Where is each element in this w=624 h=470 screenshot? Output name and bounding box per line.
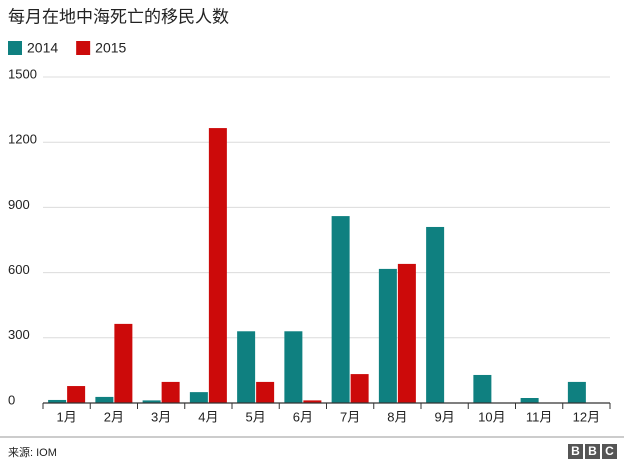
y-tick-label: 300	[8, 327, 30, 342]
source: 来源: IOM	[8, 445, 57, 459]
y-tick-label: 1200	[8, 132, 37, 147]
logo-letter: C	[605, 444, 614, 458]
bar	[161, 381, 180, 403]
x-tick-label: 10月	[478, 409, 505, 424]
x-tick-label: 3月	[151, 409, 171, 424]
legend-label: 2014	[27, 40, 58, 56]
bar	[67, 386, 86, 403]
bar	[142, 400, 161, 403]
bar	[520, 398, 539, 403]
chart-title: 每月在地中海死亡的移民人数	[8, 7, 229, 26]
bar	[237, 331, 256, 403]
bar	[350, 374, 369, 403]
bar	[48, 399, 67, 403]
legend-swatch	[8, 41, 22, 55]
x-tick-label: 8月	[387, 409, 407, 424]
bar	[284, 331, 303, 403]
logo-letter: B	[571, 444, 580, 458]
x-tick-label: 1月	[57, 409, 77, 424]
bar	[95, 396, 114, 403]
x-tick-label: 7月	[340, 409, 360, 424]
y-tick-label: 900	[8, 197, 30, 212]
bar	[426, 226, 445, 403]
bar	[331, 216, 350, 403]
x-tick-label: 9月	[435, 409, 455, 424]
bar	[256, 381, 275, 403]
bar	[397, 263, 416, 403]
bar	[208, 128, 227, 403]
legend-swatch	[76, 41, 91, 55]
bar	[303, 400, 322, 403]
logo-box	[585, 444, 600, 459]
bar	[473, 374, 492, 403]
x-tick-label: 12月	[573, 409, 600, 424]
logo-box	[568, 444, 583, 459]
legend-label: 2015	[95, 40, 126, 56]
logo-letter: B	[588, 444, 597, 458]
y-tick-label: 1500	[8, 66, 37, 81]
bar	[378, 268, 397, 403]
bar	[189, 392, 208, 403]
x-tick-label: 6月	[293, 409, 313, 424]
logo-box	[602, 444, 617, 459]
bar	[567, 381, 586, 403]
x-tick-label: 2月	[104, 409, 124, 424]
bar	[114, 323, 133, 403]
y-tick-label: 600	[8, 262, 30, 277]
x-tick-label: 4月	[198, 409, 218, 424]
y-tick-label: 0	[8, 392, 15, 407]
x-tick-label: 11月	[526, 409, 553, 424]
x-tick-label: 5月	[246, 409, 266, 424]
